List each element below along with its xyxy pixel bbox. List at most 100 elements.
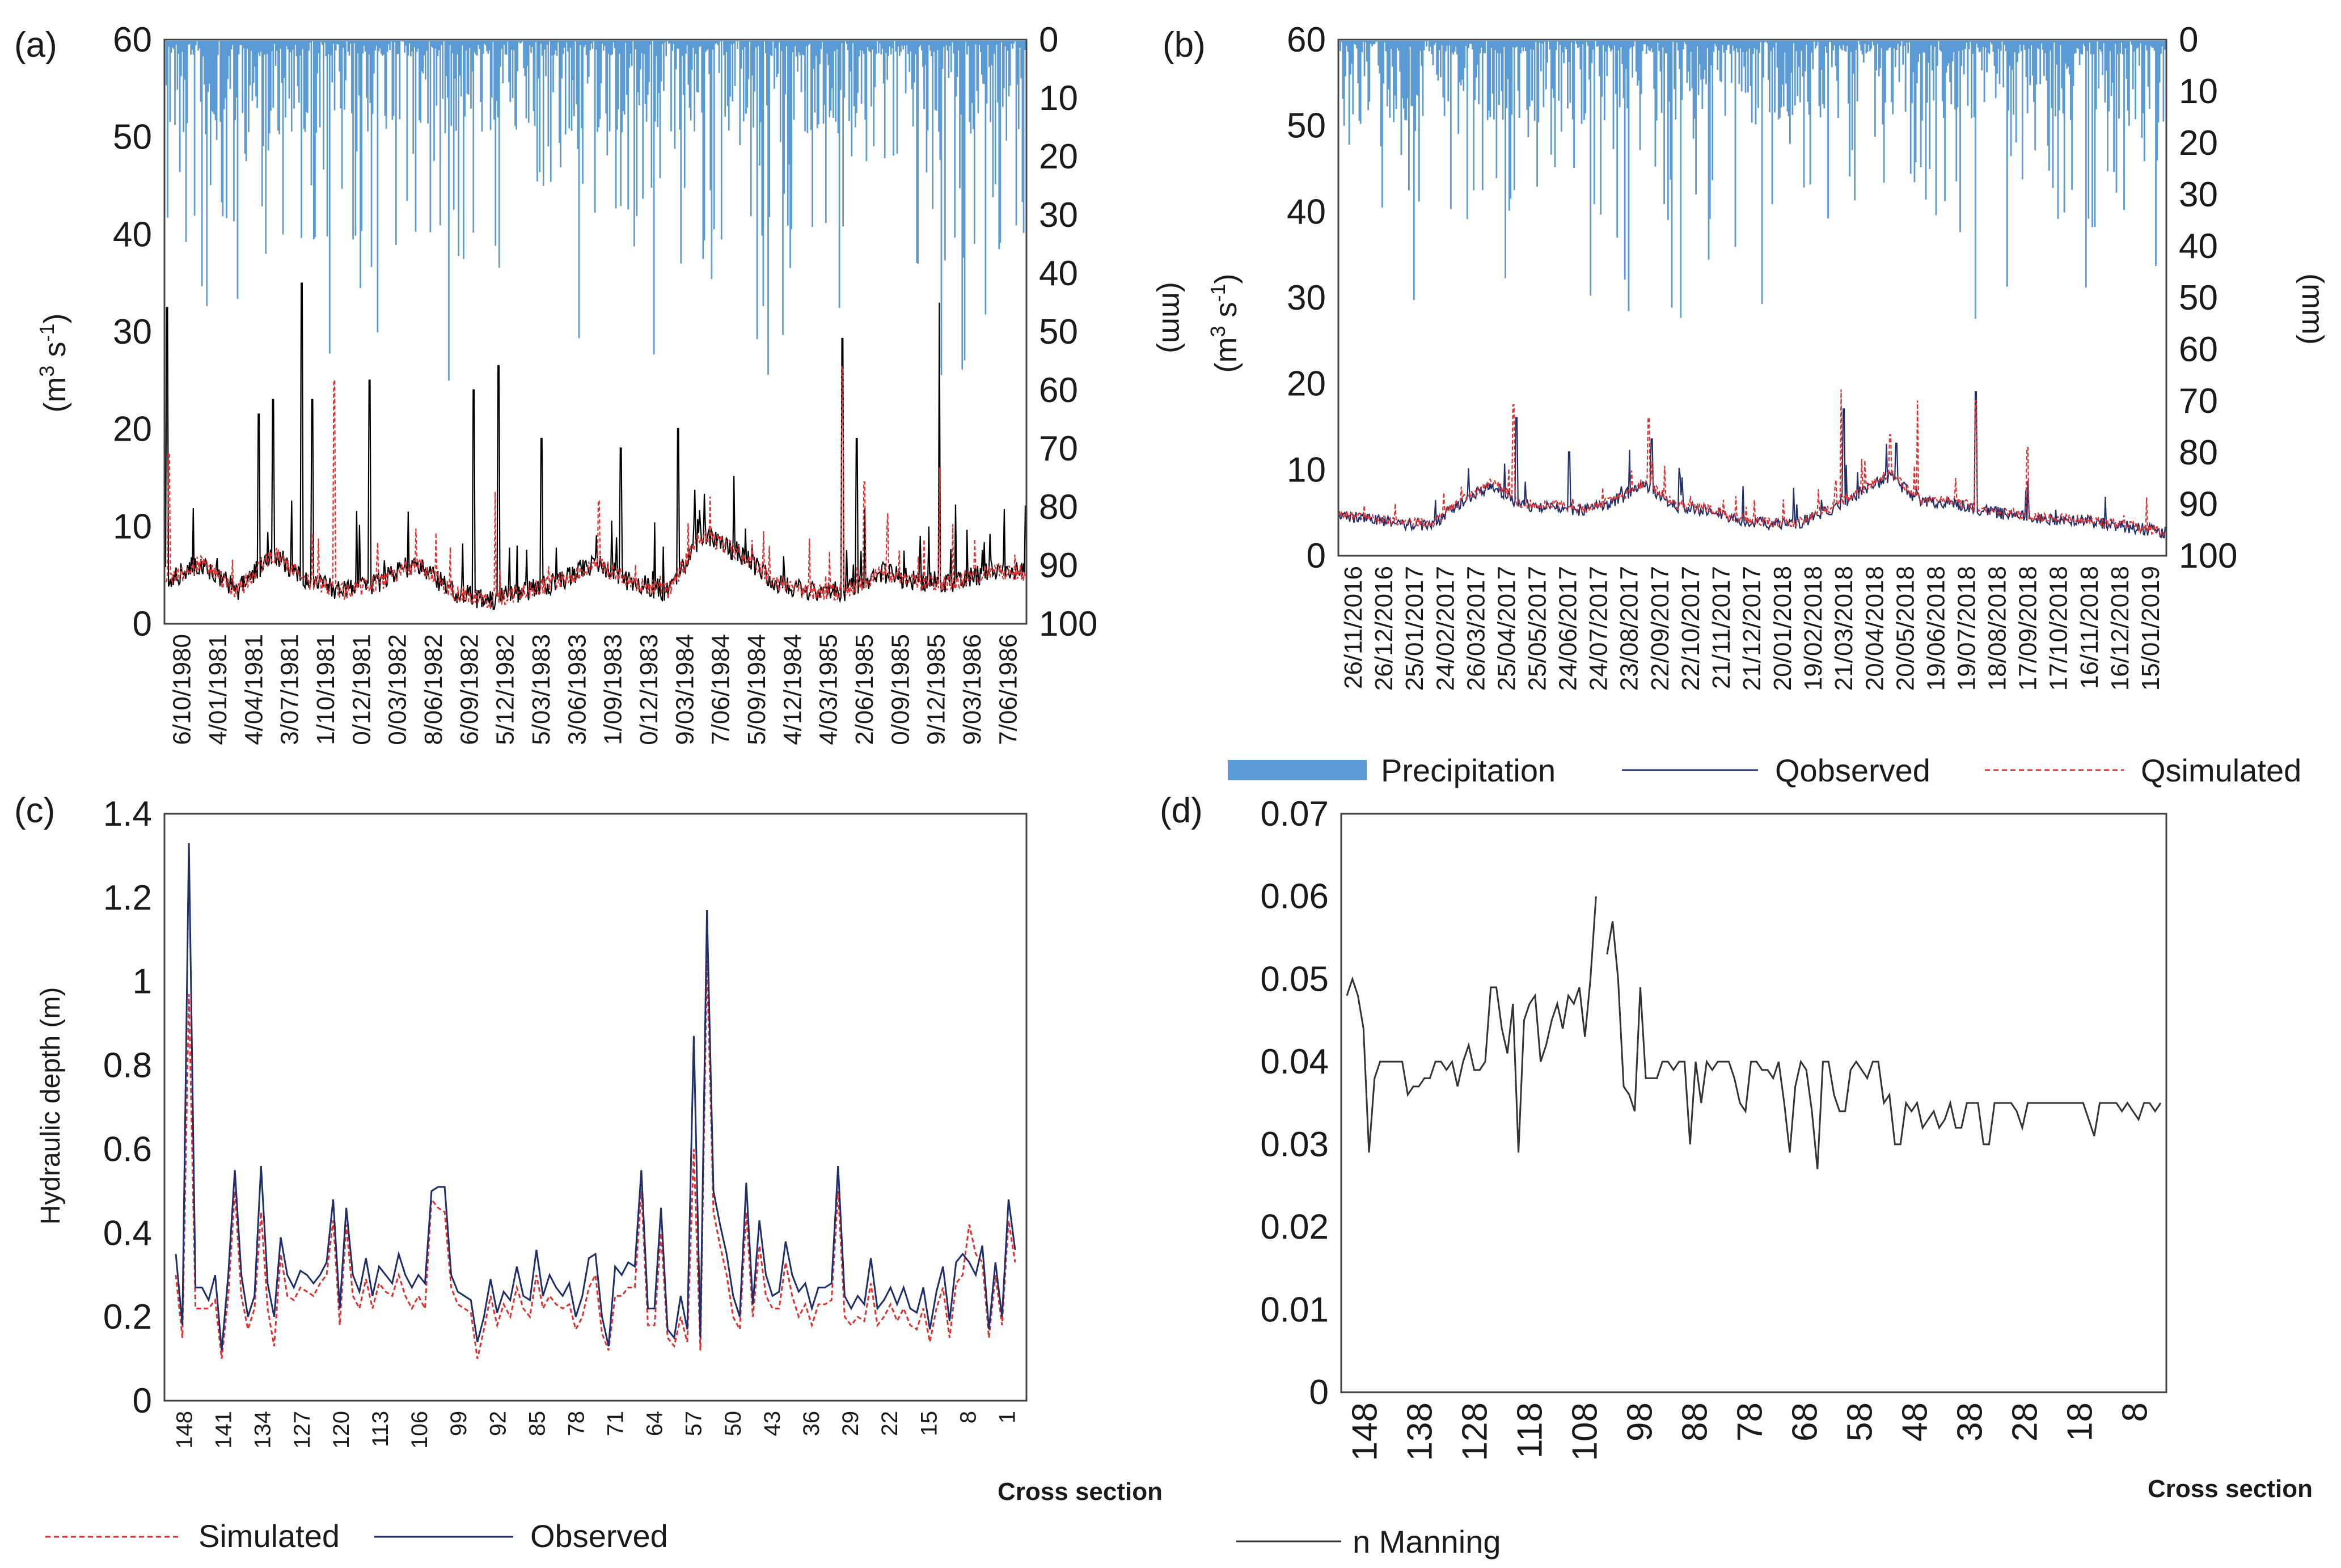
precipitation-bar	[508, 41, 510, 82]
precipitation-bar	[814, 41, 816, 113]
precipitation-bar	[893, 41, 894, 156]
precipitation-bar	[2123, 41, 2125, 210]
precipitation-bar	[1586, 41, 1588, 42]
precipitation-bar	[1521, 41, 1523, 48]
precipitation-bar	[1976, 41, 1977, 44]
precipitation-bar	[1822, 41, 1824, 104]
precipitation-bar	[878, 41, 880, 53]
precipitation-bar	[1886, 41, 1887, 51]
precipitation-bar	[1957, 41, 1959, 108]
precipitation-bar	[1484, 41, 1486, 53]
precipitation-bar	[990, 41, 991, 122]
precipitation-bar	[1996, 41, 1998, 74]
precipitation-bar	[1480, 41, 1482, 48]
precipitation-bar	[1452, 41, 1455, 55]
precipitation-bar	[1615, 41, 1617, 94]
precipitation-bar	[1489, 41, 1491, 117]
precipitation-bar	[457, 41, 458, 55]
manning-line	[1606, 921, 2162, 1169]
panel-a-y-tick-label: 60	[113, 20, 152, 60]
precipitation-bar	[1461, 41, 1463, 80]
precipitation-bar	[629, 41, 632, 54]
precipitation-bar	[1347, 41, 1349, 52]
precipitation-bar	[1770, 41, 1772, 52]
precipitation-bar	[323, 41, 324, 170]
precipitation-bar	[577, 41, 579, 149]
precipitation-bar	[245, 41, 247, 162]
panel-a-y-tick-label: 40	[113, 215, 152, 254]
precipitation-bar	[2021, 41, 2023, 180]
precipitation-bar	[360, 41, 361, 289]
precipitation-bar	[1464, 41, 1466, 69]
panel-b-precipitation-bars	[1339, 41, 2166, 319]
precipitation-bar	[1844, 41, 1846, 51]
precipitation-bar	[767, 41, 769, 375]
precipitation-bar	[1645, 41, 1647, 54]
precipitation-bar	[579, 41, 581, 45]
precipitation-bar	[1503, 41, 1505, 47]
precipitation-bar	[1643, 41, 1645, 45]
precipitation-bar	[1823, 41, 1826, 109]
precipitation-bar	[488, 41, 491, 50]
precipitation-bar	[1966, 41, 1968, 43]
precipitation-bar	[685, 41, 687, 54]
precipitation-bar	[601, 41, 603, 44]
precipitation-bar	[908, 41, 910, 72]
precipitation-bar	[1934, 41, 1936, 47]
precipitation-bar	[1626, 41, 1628, 108]
precipitation-bar	[669, 41, 671, 44]
panel-d-y-ticks: 00.010.020.030.040.050.060.07	[1260, 794, 1329, 1412]
precipitation-bar	[777, 41, 779, 74]
precipitation-bar	[711, 41, 713, 280]
precipitation-bar	[406, 41, 408, 201]
precipitation-bar	[2135, 41, 2136, 120]
precipitation-bar	[1559, 41, 1561, 45]
precipitation-bar	[1654, 41, 1657, 167]
precipitation-bar	[1988, 41, 1991, 54]
precipitation-bar	[1442, 41, 1444, 98]
panel-b-y2-tick-label: 80	[2179, 433, 2218, 472]
precipitation-bar	[518, 41, 520, 43]
precipitation-bar	[404, 41, 405, 53]
panel-b-x-tick-label: 22/10/2017	[1677, 566, 1705, 691]
precipitation-bar	[1907, 41, 1909, 53]
precipitation-bar	[1854, 41, 1856, 201]
precipitation-bar	[2048, 41, 2050, 171]
precipitation-bar	[1801, 41, 1802, 51]
precipitation-bar	[1450, 41, 1452, 209]
precipitation-bar	[1845, 41, 1847, 52]
precipitation-bar	[1790, 41, 1792, 73]
precipitation-bar	[1715, 41, 1717, 47]
precipitation-bar	[561, 41, 563, 79]
precipitation-bar	[381, 41, 382, 54]
precipitation-bar	[2147, 41, 2149, 87]
precipitation-bar	[1788, 41, 1790, 117]
precipitation-bar	[564, 41, 567, 134]
precipitation-bar	[2118, 41, 2120, 119]
precipitation-bar	[2016, 41, 2018, 62]
precipitation-bar	[2128, 41, 2130, 126]
precipitation-bar	[1591, 41, 1593, 64]
precipitation-bar	[889, 41, 891, 47]
precipitation-bar	[819, 41, 821, 65]
precipitation-bar	[1345, 41, 1346, 77]
panel-d-manning-line	[1346, 896, 2162, 1169]
precipitation-bar	[2143, 41, 2145, 162]
panel-b-y2-tick-label: 70	[2179, 382, 2218, 421]
panel-b-x-tick-label: 21/03/2018	[1830, 566, 1858, 691]
precipitation-bar	[1624, 41, 1626, 280]
precipitation-bar	[2038, 41, 2040, 49]
precipitation-bar	[2133, 41, 2135, 52]
precipitation-bar	[389, 41, 391, 50]
precipitation-bar	[485, 41, 487, 46]
precipitation-bar	[1372, 41, 1374, 45]
precipitation-bar	[2086, 41, 2088, 52]
precipitation-bar	[837, 41, 839, 133]
precipitation-bar	[969, 41, 971, 122]
precipitation-bar	[1370, 41, 1372, 44]
panel-c-chart: (c) 00.20.40.60.811.21.4 148 141 134 127 120…	[14, 791, 1163, 1506]
precipitation-bar	[2025, 41, 2027, 78]
precipitation-bar	[384, 41, 386, 116]
panel-b-x-tick-label: 25/04/2017	[1493, 566, 1520, 691]
precipitation-bar	[370, 41, 373, 267]
